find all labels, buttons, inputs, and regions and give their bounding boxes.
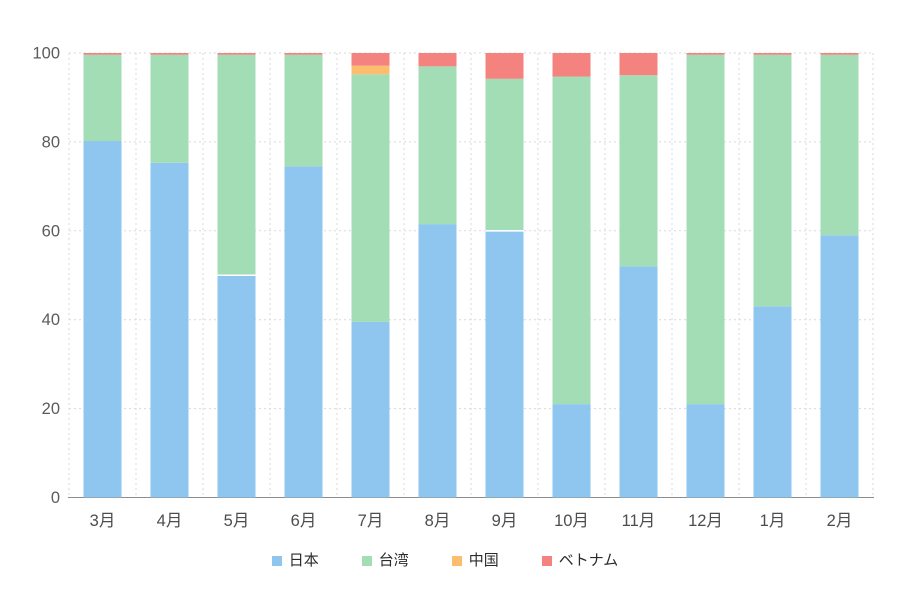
svg-text:100: 100 (32, 45, 60, 63)
svg-text:3月: 3月 (90, 512, 116, 530)
svg-text:4月: 4月 (157, 512, 183, 530)
svg-text:20: 20 (42, 400, 60, 418)
svg-text:60: 60 (42, 222, 60, 240)
svg-text:80: 80 (42, 133, 60, 151)
svg-text:8月: 8月 (425, 512, 451, 530)
svg-text:9月: 9月 (492, 512, 518, 530)
svg-text:0: 0 (51, 489, 60, 507)
svg-text:10月: 10月 (554, 512, 589, 530)
svg-text:40: 40 (42, 311, 60, 329)
svg-text:7月: 7月 (358, 512, 384, 530)
svg-text:1月: 1月 (760, 512, 786, 530)
svg-text:11月: 11月 (622, 512, 656, 530)
svg-text:5月: 5月 (224, 512, 250, 530)
svg-text:6月: 6月 (291, 512, 317, 530)
svg-text:2月: 2月 (827, 512, 853, 530)
svg-text:12月: 12月 (688, 512, 723, 530)
